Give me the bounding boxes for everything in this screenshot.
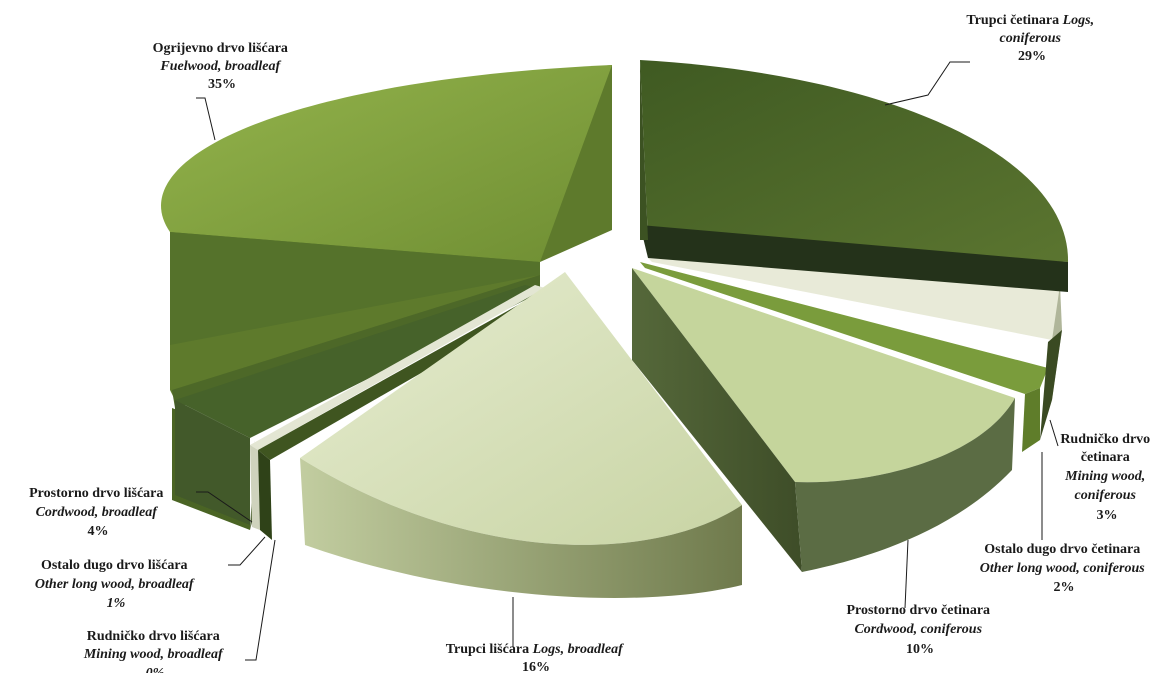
label-logs-coniferous: Trupci četinara Logs, coniferous 29% (966, 13, 1097, 64)
slice-fuelwood-broadleaf (161, 65, 612, 530)
slice-mining-wood-broadleaf (258, 290, 548, 540)
leader-cordwood-coniferous (904, 539, 909, 609)
slice-cordwood-coniferous (632, 268, 1015, 572)
slice-logs-broadleaf (300, 272, 742, 598)
slice-other-long-wood-broadleaf (250, 285, 545, 530)
label-cordwood-broadleaf: Prostorno drvo lišćara Cordwood, broadle… (29, 486, 167, 539)
label-mining-wood-coniferous: Rudničko drvo četinara Mining wood, coni… (1060, 432, 1153, 523)
leader-lines (196, 61, 1059, 661)
leader-mining-wood-coniferous (1049, 419, 1059, 447)
label-other-long-wood-coniferous: Ostalo dugo drvo četinara Other long woo… (980, 542, 1148, 595)
label-other-long-wood-broadleaf: Ostalo dugo drvo lišćara Other long wood… (35, 558, 197, 611)
leader-logs-coniferous (884, 61, 970, 106)
slice-logs-coniferous (640, 60, 1069, 292)
label-fuelwood-broadleaf: Ogrijevno drvo lišćara Fuelwood, broadle… (153, 41, 292, 92)
label-logs-broadleaf: Trupci lišćara Logs, broadleaf 16% (446, 642, 627, 673)
slice-other-long-wood-coniferous (640, 262, 1048, 452)
leader-mining-wood-broadleaf (245, 539, 276, 661)
slice-cordwood-broadleaf (175, 285, 545, 525)
label-cordwood-coniferous: Prostorno drvo četinara Cordwood, conife… (846, 603, 993, 657)
leader-cordwood-broadleaf (196, 491, 253, 523)
label-mining-wood-broadleaf: Rudničko drvo lišćara Mining wood, broad… (83, 629, 226, 673)
leader-other-long-wood-broadleaf (228, 536, 266, 566)
leader-fuelwood-broadleaf (196, 97, 216, 141)
